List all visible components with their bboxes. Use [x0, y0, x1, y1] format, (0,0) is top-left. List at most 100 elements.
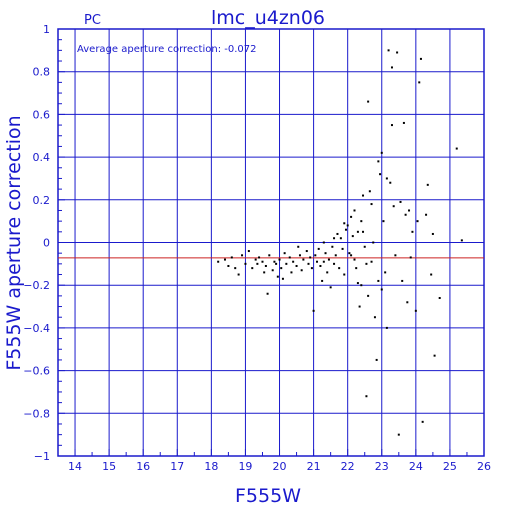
data-point — [390, 66, 393, 69]
data-point — [355, 267, 358, 270]
data-point — [300, 269, 303, 272]
data-point — [251, 267, 254, 270]
y-tick-label: 0.4 — [33, 151, 51, 164]
data-point — [310, 267, 313, 270]
data-point — [312, 309, 315, 312]
data-point — [389, 181, 392, 184]
data-point — [394, 254, 397, 257]
data-point — [360, 284, 363, 287]
data-point — [256, 262, 259, 265]
data-point — [390, 124, 393, 127]
data-point — [365, 262, 368, 265]
data-point — [399, 200, 402, 203]
data-point — [321, 279, 324, 282]
y-tick-label: −1 — [34, 450, 50, 463]
data-point — [271, 269, 274, 272]
data-point — [367, 294, 370, 297]
data-point — [363, 245, 366, 248]
data-point — [331, 245, 334, 248]
data-point — [365, 395, 368, 398]
data-point — [385, 326, 388, 329]
data-point — [362, 194, 365, 197]
x-axis-label: F555W — [235, 485, 301, 507]
data-point — [421, 420, 424, 423]
data-point — [356, 230, 359, 233]
data-point — [288, 256, 291, 259]
data-point — [292, 260, 295, 263]
data-point — [317, 247, 320, 250]
data-point — [455, 147, 458, 150]
data-point — [241, 254, 244, 257]
data-point — [319, 264, 322, 267]
data-point — [353, 209, 356, 212]
data-point — [379, 173, 382, 176]
data-point — [384, 271, 387, 274]
data-point — [305, 250, 308, 253]
x-tick-label: 14 — [68, 460, 82, 473]
data-point — [223, 258, 226, 261]
data-point — [297, 245, 300, 248]
data-point — [460, 239, 463, 242]
y-tick-label: −0.4 — [23, 322, 50, 335]
data-point — [341, 247, 344, 250]
average-annotation: Average aperture correction: -0.072 — [77, 44, 257, 55]
data-point — [397, 433, 400, 436]
data-point — [268, 254, 271, 257]
y-tick-label: −0.8 — [23, 407, 50, 420]
y-tick-label: −0.6 — [23, 365, 50, 378]
data-point — [426, 183, 429, 186]
y-tick-label: 0 — [43, 237, 50, 250]
data-point — [217, 260, 220, 263]
data-point — [302, 258, 305, 261]
data-point — [416, 220, 419, 223]
data-point — [385, 177, 388, 180]
data-point — [438, 297, 441, 300]
y-axis-label: F555W aperture correction — [3, 115, 25, 370]
data-point — [358, 305, 361, 308]
data-point — [372, 241, 375, 244]
data-point — [314, 254, 317, 257]
data-point — [348, 252, 351, 255]
data-point — [280, 267, 283, 270]
data-point — [346, 224, 349, 227]
data-point — [281, 277, 284, 280]
data-point — [375, 358, 378, 361]
data-point — [322, 260, 325, 263]
data-point — [396, 51, 399, 54]
data-point — [362, 230, 365, 233]
x-tick-label: 19 — [238, 460, 252, 473]
data-point — [258, 256, 261, 259]
data-point — [419, 57, 422, 60]
data-point — [324, 252, 327, 255]
x-tick-label: 17 — [170, 460, 184, 473]
data-point — [276, 275, 279, 278]
data-point — [329, 286, 332, 289]
data-point — [356, 282, 359, 285]
data-point — [411, 230, 414, 233]
chart-title: lmc_u4zn06 — [211, 7, 325, 29]
data-point — [406, 301, 409, 304]
x-tick-label: 20 — [273, 460, 287, 473]
data-point — [327, 258, 330, 261]
y-tick-label: 0.6 — [33, 108, 51, 121]
data-point — [377, 160, 380, 163]
data-point — [360, 220, 363, 223]
data-point — [370, 203, 373, 206]
data-point — [247, 250, 250, 253]
data-point — [392, 205, 395, 208]
data-point — [433, 354, 436, 357]
data-point — [377, 279, 380, 282]
data-point — [307, 262, 310, 265]
data-point — [350, 254, 353, 257]
data-point — [351, 235, 354, 238]
data-point — [333, 237, 336, 240]
data-point — [273, 260, 276, 263]
data-point — [373, 316, 376, 319]
x-tick-label: 22 — [341, 460, 355, 473]
data-point — [353, 258, 356, 261]
data-point — [414, 309, 417, 312]
x-tick-label: 25 — [443, 460, 457, 473]
data-point — [380, 288, 383, 291]
data-point — [409, 256, 412, 259]
